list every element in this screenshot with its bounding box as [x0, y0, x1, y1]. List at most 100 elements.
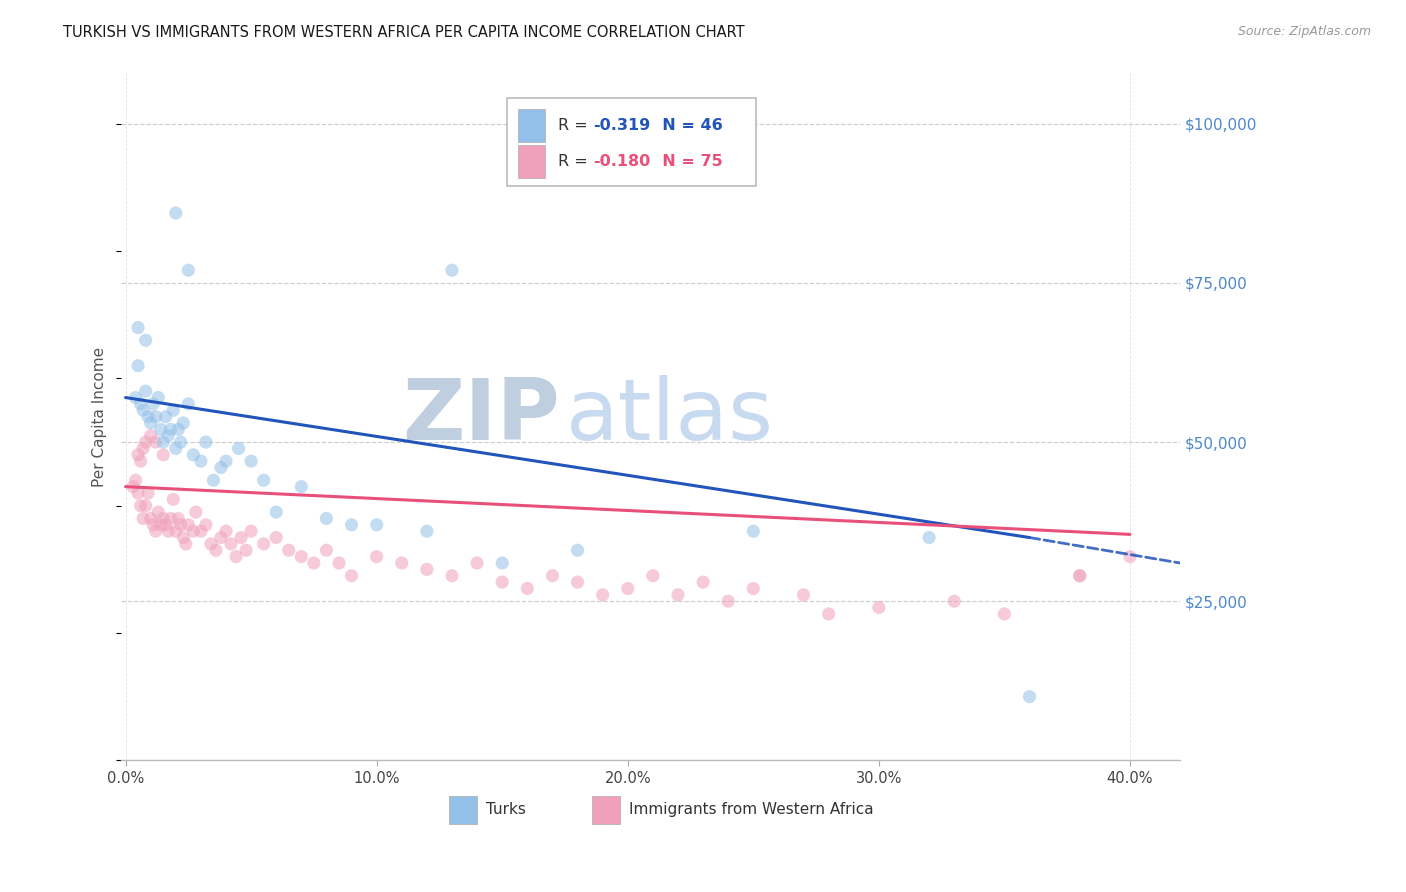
Point [219, 537, 242, 551]
Point [177, 517, 200, 532]
Point [172, 531, 194, 545]
Point [135, 333, 157, 347]
Point [868, 600, 890, 615]
Point [172, 416, 194, 430]
Point [129, 397, 152, 411]
Point [541, 568, 564, 582]
Point [465, 556, 488, 570]
Point [742, 582, 765, 596]
Point [717, 594, 740, 608]
Point [1069, 568, 1091, 582]
Point [142, 397, 165, 411]
Text: -0.319: -0.319 [593, 118, 651, 133]
Point [491, 575, 513, 590]
Point [616, 582, 638, 596]
Point [152, 435, 174, 450]
Point [567, 575, 589, 590]
Point [215, 454, 238, 468]
Point [229, 531, 252, 545]
Point [209, 531, 232, 545]
Point [139, 428, 162, 442]
Text: Source: ZipAtlas.com: Source: ZipAtlas.com [1237, 25, 1371, 38]
Point [1018, 690, 1040, 704]
Point [1069, 568, 1091, 582]
Point [132, 511, 155, 525]
Point [122, 480, 145, 494]
Point [183, 524, 205, 539]
Point [183, 448, 205, 462]
Point [202, 473, 225, 487]
Point [440, 263, 463, 277]
Point [1119, 549, 1142, 564]
Point [742, 524, 765, 539]
Point [170, 435, 193, 450]
Point [145, 435, 167, 450]
Point [315, 511, 337, 525]
Point [159, 422, 181, 436]
Point [190, 454, 212, 468]
Point [159, 511, 181, 525]
Point [943, 594, 966, 608]
Point [592, 588, 614, 602]
Text: N = 46: N = 46 [651, 118, 723, 133]
Point [145, 524, 167, 539]
Point [225, 549, 247, 564]
Point [170, 517, 193, 532]
Point [253, 473, 276, 487]
FancyBboxPatch shape [508, 98, 756, 186]
Point [135, 435, 157, 450]
FancyBboxPatch shape [592, 796, 620, 823]
Point [340, 568, 363, 582]
Point [315, 543, 337, 558]
FancyBboxPatch shape [517, 109, 546, 142]
Point [366, 549, 388, 564]
Point [174, 537, 197, 551]
Point [135, 384, 157, 399]
Point [157, 428, 180, 442]
Point [162, 492, 184, 507]
Text: R =: R = [558, 118, 593, 133]
Point [277, 543, 299, 558]
Point [440, 568, 463, 582]
FancyBboxPatch shape [449, 796, 477, 823]
Point [127, 486, 149, 500]
Point [127, 359, 149, 373]
Point [165, 442, 187, 456]
Point [302, 556, 325, 570]
Point [209, 460, 232, 475]
Point [215, 524, 238, 539]
Point [149, 422, 172, 436]
Point [127, 320, 149, 334]
Point [416, 562, 439, 576]
Point [155, 409, 177, 424]
Point [264, 505, 287, 519]
Point [190, 524, 212, 539]
Point [136, 486, 159, 500]
Point [167, 422, 190, 436]
Text: R =: R = [558, 154, 593, 169]
Point [155, 517, 177, 532]
Text: -0.180: -0.180 [593, 154, 651, 169]
Point [152, 448, 174, 462]
Point [165, 524, 187, 539]
Text: atlas: atlas [565, 376, 773, 458]
Point [167, 511, 190, 525]
Point [148, 391, 170, 405]
Point [177, 397, 200, 411]
Point [240, 524, 263, 539]
Point [194, 517, 217, 532]
Point [129, 499, 152, 513]
Point [692, 575, 714, 590]
Text: Turks: Turks [486, 802, 526, 817]
Point [136, 409, 159, 424]
Point [993, 607, 1015, 621]
Point [200, 537, 222, 551]
Point [148, 505, 170, 519]
Point [641, 568, 664, 582]
Point [516, 582, 538, 596]
Text: TURKISH VS IMMIGRANTS FROM WESTERN AFRICA PER CAPITA INCOME CORRELATION CHART: TURKISH VS IMMIGRANTS FROM WESTERN AFRIC… [63, 25, 745, 40]
Point [162, 403, 184, 417]
Text: N = 75: N = 75 [651, 154, 723, 169]
Point [152, 511, 174, 525]
Point [139, 511, 162, 525]
